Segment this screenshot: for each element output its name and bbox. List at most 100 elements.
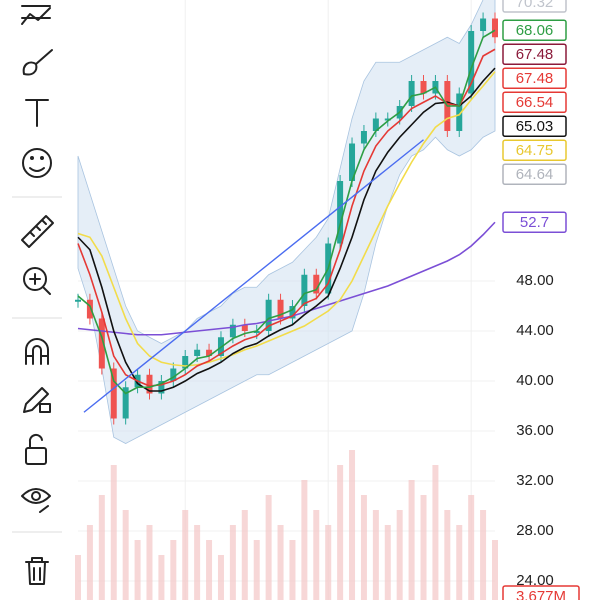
candle xyxy=(313,274,320,294)
y-tick-label: 44.00 xyxy=(516,322,554,339)
candle xyxy=(337,181,344,244)
price-badge xyxy=(502,0,567,13)
volume-bar xyxy=(241,510,248,600)
volume-bar xyxy=(86,525,93,600)
price-badge-label: 68.06 xyxy=(516,22,554,39)
candle xyxy=(98,318,105,369)
volume-bar xyxy=(229,525,236,600)
y-tick-label: 28.00 xyxy=(516,522,554,539)
volume-bar xyxy=(206,540,213,600)
moving-average xyxy=(77,221,496,336)
volume-bar xyxy=(182,510,189,600)
tool-zoom[interactable] xyxy=(23,267,51,295)
trend-line xyxy=(83,139,424,413)
volume-bar xyxy=(110,465,117,600)
candle xyxy=(301,274,308,306)
candle xyxy=(408,81,415,106)
y-tick-label: 48.00 xyxy=(516,272,554,289)
tool-lock[interactable] xyxy=(25,433,47,465)
price-badge-label: 67.48 xyxy=(516,46,554,63)
tool-delete[interactable] xyxy=(25,557,49,585)
volume-bar xyxy=(313,510,320,600)
candle xyxy=(86,299,93,319)
price-badge xyxy=(502,43,567,65)
volume-bar xyxy=(75,555,81,600)
tool-emoji[interactable] xyxy=(22,148,52,178)
price-badge xyxy=(502,115,567,137)
candle xyxy=(420,81,427,94)
moving-average xyxy=(77,48,496,387)
candle xyxy=(372,118,379,131)
price-badge xyxy=(502,67,567,89)
candle xyxy=(146,374,153,394)
volume-bar xyxy=(408,480,415,600)
toolbar xyxy=(12,5,62,585)
price-badge-label: 67.48 xyxy=(516,70,554,87)
candle xyxy=(170,368,177,381)
volume-bar xyxy=(492,540,498,600)
moving-average xyxy=(77,67,496,392)
candle xyxy=(75,299,81,302)
price-badge-label: 52.7 xyxy=(520,214,549,231)
volume-bar xyxy=(277,525,284,600)
y-tick-label: 24.00 xyxy=(516,572,554,589)
volume-bar xyxy=(372,510,379,600)
volume-bar xyxy=(480,510,487,600)
volume-bar xyxy=(146,525,153,600)
candle xyxy=(349,143,356,181)
volume-bar xyxy=(170,540,177,600)
tool-visibility[interactable] xyxy=(21,488,51,513)
candle xyxy=(265,299,272,331)
volume-bar xyxy=(158,555,165,600)
price-badge-label: 66.54 xyxy=(516,94,554,111)
volume-bar xyxy=(420,495,427,600)
volume-bar xyxy=(217,555,224,600)
candle xyxy=(492,18,498,38)
candle xyxy=(289,306,296,319)
candle xyxy=(480,18,487,31)
candle xyxy=(194,349,201,356)
price-badge-label: 70.32 xyxy=(516,0,554,11)
price-badge-label: 64.75 xyxy=(516,142,554,159)
y-tick-label: 40.00 xyxy=(516,372,554,389)
price-badge xyxy=(502,91,567,113)
candle xyxy=(456,93,463,131)
tool-text[interactable] xyxy=(25,99,49,127)
tool-lock-drawing[interactable] xyxy=(23,387,51,413)
volume-bar xyxy=(384,525,391,600)
price-badge xyxy=(502,163,567,185)
volume-bar xyxy=(468,495,475,600)
volume-bar xyxy=(265,495,272,600)
tool-brush[interactable] xyxy=(22,49,53,76)
y-tick-label: 32.00 xyxy=(516,472,554,489)
candle xyxy=(468,31,475,94)
candle xyxy=(206,349,213,356)
candle xyxy=(360,131,367,144)
candle xyxy=(384,118,391,121)
volume-bar xyxy=(396,510,403,600)
volume-bar xyxy=(456,525,463,600)
volume-bar xyxy=(337,465,344,600)
volume-bar xyxy=(194,525,201,600)
volume-bar xyxy=(134,540,141,600)
candle xyxy=(241,324,248,331)
candle xyxy=(182,356,189,369)
volume-badge-label: 3.677M xyxy=(516,588,566,600)
candle xyxy=(253,331,260,333)
tool-magnet[interactable] xyxy=(25,338,49,365)
moving-average xyxy=(77,29,496,395)
volume-bar xyxy=(349,450,356,600)
tool-indicators[interactable] xyxy=(21,5,51,25)
volume-bar xyxy=(253,540,260,600)
volume-bar xyxy=(325,525,332,600)
volume-bar xyxy=(289,540,296,600)
volume-bar xyxy=(444,510,451,600)
y-tick-label: 36.00 xyxy=(516,422,554,439)
price-badge xyxy=(502,19,567,41)
tool-ruler[interactable] xyxy=(21,215,54,248)
candle xyxy=(229,324,236,338)
candle xyxy=(122,387,129,419)
price-badge-label: 64.64 xyxy=(516,166,554,183)
